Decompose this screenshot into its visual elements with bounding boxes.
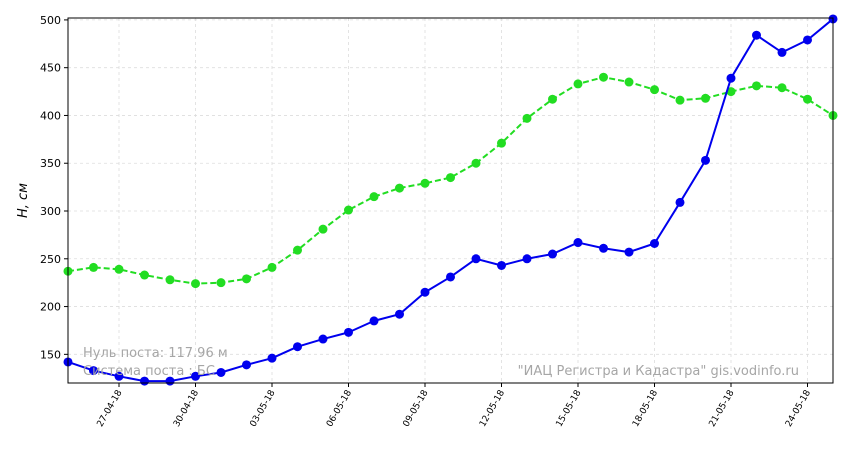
- data-point-green: [293, 245, 302, 255]
- data-point-blue: [675, 197, 685, 207]
- data-point-blue: [89, 366, 98, 376]
- x-tick-label: 09-05-18: [402, 388, 431, 429]
- x-tick-label: 06-05-18: [325, 388, 354, 429]
- data-point-green: [369, 192, 379, 202]
- data-point-blue: [701, 155, 710, 165]
- data-point-blue: [318, 334, 328, 344]
- annotation-source: "ИАЦ Регистра и Кадастра" gis.vodinfo.ru: [518, 364, 799, 379]
- annotation-zero-post: Нуль поста: 117.96 м: [83, 346, 228, 361]
- data-point-blue: [522, 254, 532, 264]
- plot-frame: [67, 17, 834, 384]
- x-tick-label: 15-05-18: [555, 388, 584, 429]
- data-point-blue: [242, 360, 251, 370]
- data-point-green: [752, 81, 761, 91]
- data-point-green: [216, 278, 226, 288]
- data-point-blue: [624, 247, 634, 257]
- data-point-blue: [599, 243, 608, 253]
- data-point-blue: [191, 371, 200, 381]
- data-point-blue: [114, 371, 124, 381]
- data-point-green: [114, 264, 124, 274]
- y-tick-label: 250: [40, 253, 61, 266]
- data-point-blue: [650, 238, 659, 248]
- data-point-blue: [752, 30, 761, 40]
- data-point-green: [420, 178, 430, 188]
- data-point-blue: [497, 260, 506, 270]
- x-tick-label: 24-05-18: [784, 388, 813, 429]
- data-point-green: [650, 85, 659, 95]
- data-point-blue: [803, 35, 812, 45]
- data-point-blue: [395, 309, 404, 319]
- data-point-green: [446, 173, 455, 183]
- y-tick-label: 300: [40, 205, 61, 218]
- data-point-blue: [293, 342, 302, 352]
- y-tick-label: 350: [40, 157, 61, 170]
- data-point-blue: [267, 353, 277, 363]
- data-point-blue: [726, 73, 736, 83]
- x-tick-label: 21-05-18: [708, 388, 737, 429]
- data-point-green: [497, 138, 506, 148]
- data-point-blue: [471, 254, 481, 264]
- data-point-blue: [573, 238, 583, 248]
- data-point-green: [140, 270, 149, 280]
- y-axis-label: H, см: [16, 183, 31, 218]
- data-point-green: [395, 183, 404, 193]
- y-tick-label: 150: [40, 348, 61, 361]
- x-tick-label: 27-04-18: [96, 388, 125, 429]
- data-point-green: [573, 79, 583, 89]
- data-point-green: [267, 262, 277, 272]
- data-point-green: [522, 113, 532, 123]
- y-tick-label: 400: [40, 109, 61, 122]
- series-line-blue: [67, 18, 834, 383]
- y-tick-label: 450: [40, 62, 61, 75]
- annotation-post-system: Система поста : БС: [83, 364, 215, 379]
- x-axis: 27-04-18 30-04-18 03-05-18 06-05-18 09-05-18…: [96, 383, 813, 429]
- x-tick-label: 18-05-18: [631, 388, 660, 429]
- data-point-blue: [548, 249, 557, 259]
- data-point-green: [89, 262, 98, 272]
- data-point-green: [624, 77, 634, 87]
- data-point-green: [471, 158, 481, 168]
- data-point-green: [318, 224, 328, 234]
- data-point-green: [242, 274, 251, 284]
- data-point-green: [777, 83, 787, 93]
- data-point-green: [599, 72, 608, 82]
- data-point-blue: [344, 327, 353, 337]
- x-tick-label: 12-05-18: [478, 388, 507, 429]
- data-point-blue: [369, 316, 379, 326]
- y-axis: 150 200 250 300 350 400 450 500: [40, 14, 68, 361]
- data-point-green: [548, 94, 557, 104]
- x-tick-label: 03-05-18: [249, 388, 278, 429]
- data-point-blue: [777, 47, 787, 57]
- data-point-green: [701, 93, 710, 103]
- data-point-green: [191, 279, 200, 289]
- data-point-green: [165, 275, 175, 285]
- data-point-blue: [420, 287, 430, 297]
- series-layer: [63, 14, 838, 386]
- y-tick-label: 500: [40, 14, 61, 27]
- data-point-green: [344, 205, 353, 215]
- y-tick-label: 200: [40, 301, 61, 314]
- x-tick-label: 30-04-18: [172, 388, 201, 429]
- data-point-blue: [216, 367, 226, 377]
- grid-lines: [68, 18, 833, 383]
- data-point-green: [675, 95, 685, 105]
- data-point-blue: [446, 272, 455, 282]
- data-point-green: [803, 94, 812, 104]
- data-point-green: [726, 87, 736, 97]
